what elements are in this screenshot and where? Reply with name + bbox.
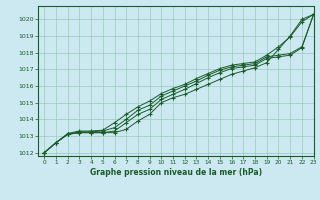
X-axis label: Graphe pression niveau de la mer (hPa): Graphe pression niveau de la mer (hPa) (90, 168, 262, 177)
